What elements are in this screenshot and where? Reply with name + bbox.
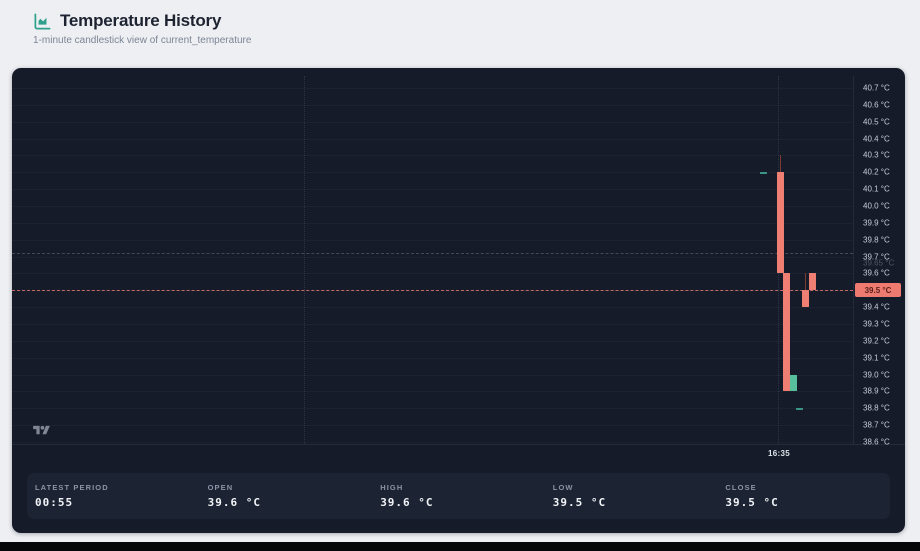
stat-value: 39.6 °C [380, 496, 434, 509]
y-axis-tick-label: 39.0 °C [863, 370, 890, 380]
y-axis-tick-label: 38.8 °C [863, 403, 890, 413]
y-axis-tick-label: 39.7 °C [863, 252, 890, 262]
h-gridline [12, 256, 853, 258]
faded-axis-label: 39.65 °C [863, 258, 895, 268]
h-gridline [12, 425, 853, 427]
h-gridline [12, 307, 853, 309]
stat-value: 39.5 °C [552, 496, 607, 509]
h-gridline [12, 340, 853, 342]
header: Temperature History 1-minute candlestick… [33, 11, 251, 46]
stat-label: CLOSE [725, 483, 757, 492]
stat-label: LOW [552, 483, 574, 492]
candle-wick [805, 273, 806, 308]
h-gridline [12, 239, 853, 241]
y-axis-tick-label: 40.3 °C [863, 150, 890, 160]
candle [783, 273, 790, 392]
y-axis-tick-label: 40.5 °C [863, 117, 890, 127]
h-gridline [12, 357, 853, 359]
candle [795, 408, 803, 411]
candle [789, 374, 797, 392]
h-gridline [12, 155, 853, 157]
stats-bar: LATEST PERIOD 00:55 OPEN 39.6 °C HIGH 39… [27, 473, 890, 519]
y-axis-tick-label: 40.2 °C [863, 167, 890, 177]
candle [776, 172, 784, 274]
stat-open: OPEN 39.6 °C [200, 483, 373, 509]
dashed-level-line [12, 253, 853, 255]
current-price-line [12, 290, 853, 292]
stat-value: 39.5 °C [725, 496, 779, 509]
candle [759, 172, 767, 175]
y-axis-tick-label: 39.2 °C [863, 336, 890, 346]
h-gridline [12, 273, 853, 275]
y-axis-tick-label: 39.6 °C [863, 268, 890, 278]
stat-label: LATEST PERIOD [35, 483, 109, 492]
bottom-border [0, 542, 920, 551]
y-axis-tick-label: 40.0 °C [863, 201, 890, 211]
h-gridline [12, 138, 853, 140]
y-axis-tick-label: 39.8 °C [863, 235, 890, 245]
y-axis-tick-label: 39.9 °C [863, 218, 890, 228]
page-subtitle: 1-minute candlestick view of current_tem… [33, 35, 252, 46]
chart-panel: 39.5 °C 16:35 40.7 °C 40.6 °C 40.5 °C 40.4 … [12, 68, 905, 533]
h-gridline [12, 189, 853, 191]
candle [802, 290, 809, 308]
y-axis-tick-label: 39.4 °C [863, 302, 890, 312]
h-gridline [12, 104, 853, 106]
y-axis-tick-label: 38.7 °C [863, 420, 890, 430]
time-axis-label[interactable]: 16:35 [768, 449, 790, 458]
y-axis-tick-label: 39.1 °C [863, 353, 890, 363]
stat-close: CLOSE 39.5 °C [717, 483, 890, 509]
h-gridline [12, 88, 853, 89]
stat-value: 00:55 [35, 496, 74, 509]
stat-label: OPEN [207, 483, 234, 492]
candle [808, 273, 816, 291]
h-gridline [12, 222, 853, 224]
y-axis-tick-label: 40.7 °C [863, 83, 890, 93]
y-axis-tick-label: 39.3 °C [863, 319, 890, 329]
v-gridline [304, 76, 305, 444]
time-axis-border [12, 444, 905, 445]
h-gridline [12, 374, 853, 376]
h-gridline [12, 391, 853, 393]
h-gridline [12, 205, 853, 207]
stat-low: LOW 39.5 °C [545, 483, 718, 509]
current-price-label: 39.5 °C [855, 283, 901, 298]
stat-value: 39.6 °C [207, 496, 261, 509]
y-axis-tick-label: 40.4 °C [863, 134, 890, 144]
h-gridline [12, 121, 853, 123]
page-title: Temperature History [60, 11, 222, 30]
candlestick-chart[interactable]: 39.5 °C 16:35 40.7 °C 40.6 °C 40.5 °C 40.4 … [12, 68, 905, 473]
h-gridline [12, 408, 853, 410]
y-axis-tick-label: 40.1 °C [863, 184, 890, 194]
area-chart-icon [33, 12, 52, 31]
h-gridline [12, 323, 853, 325]
stat-high: HIGH 39.6 °C [372, 483, 545, 509]
h-gridline [12, 172, 853, 174]
y-axis-tick-label: 40.6 °C [863, 100, 890, 110]
price-axis-border [853, 76, 854, 444]
tradingview-logo[interactable] [33, 424, 50, 442]
y-axis-tick-label: 38.9 °C [863, 386, 890, 396]
stat-label: HIGH [380, 483, 404, 492]
y-axis-tick-label: 38.6 °C [863, 437, 890, 447]
stat-latest-period: LATEST PERIOD 00:55 [27, 483, 200, 509]
h-gridline [12, 441, 853, 443]
